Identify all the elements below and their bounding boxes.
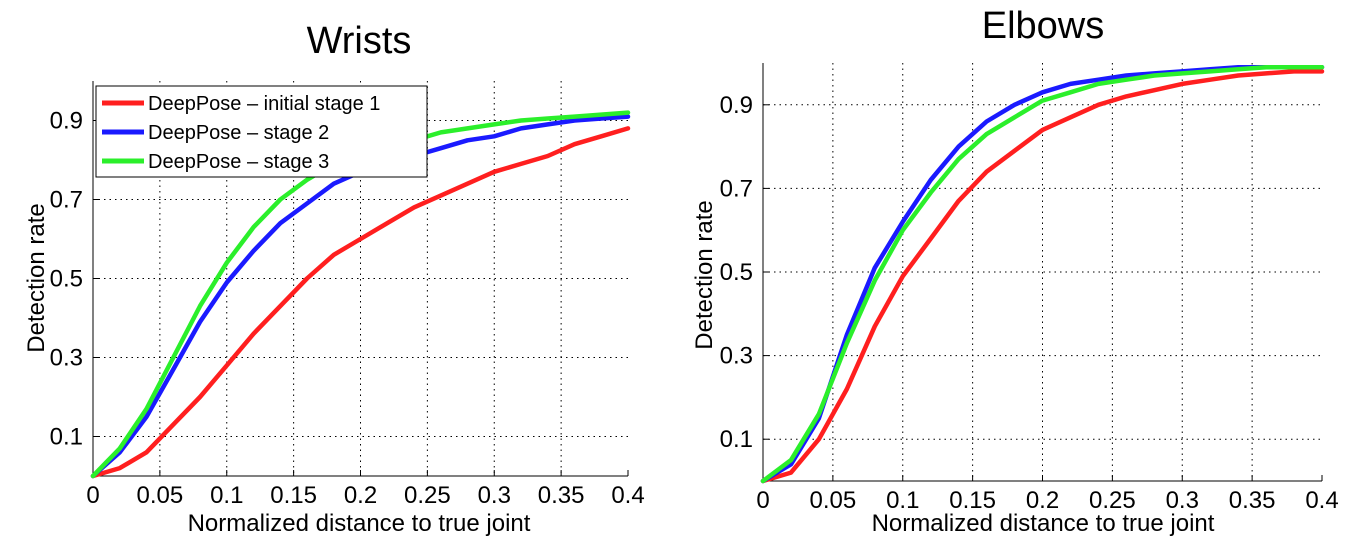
x-tick-label: 0.3 [478, 482, 511, 509]
x-tick-label: 0 [86, 482, 99, 509]
x-tick-label: 0.35 [538, 482, 585, 509]
legend-label: DeepPose – stage 3 [148, 151, 329, 173]
legend: DeepPose – initial stage 1 DeepPose – sta… [95, 85, 428, 178]
chart-wrists: Wrists Detection rate Normalized distanc… [23, 20, 531, 537]
x-tick-label: 0.05 [137, 482, 184, 509]
y-tick-label: 0.9 [50, 108, 83, 135]
chart-title: Elbows [982, 5, 1105, 47]
x-tick-label: 0.15 [270, 482, 317, 509]
x-tick-label: 0.15 [949, 487, 996, 514]
x-tick-label: 0.1 [210, 482, 243, 509]
plot-area-1: 0 0.05 0.1 0.15 0.2 0.25 0.3 0.35 0.4 0.1 0.3 0.5 0.… [720, 63, 1339, 514]
series-line-1 [760, 69, 1325, 484]
y-tick-label: 0.1 [720, 426, 753, 453]
x-tick-label: 0.05 [810, 487, 857, 514]
chart-elbows: Elbows Detection rate Normalized distanc… [691, 5, 1215, 537]
x-tick-label: 0.25 [1089, 487, 1136, 514]
x-axis-label: Normalized distance to true joint [872, 510, 1215, 537]
y-tick-label: 0.5 [50, 266, 83, 293]
y-tick-label: 0.3 [50, 345, 83, 372]
series-line-1 [90, 126, 631, 479]
x-tick-label: 0.35 [1229, 487, 1276, 514]
y-tick-label: 0.7 [720, 175, 753, 202]
y-tick-label: 0.7 [50, 187, 83, 214]
y-axis-label: Detection rate [23, 203, 50, 352]
y-tick-label: 0.5 [720, 259, 753, 286]
legend-label: DeepPose – stage 2 [148, 122, 329, 144]
chart-title: Wrists [307, 20, 412, 62]
plot-area-0: 0 0.05 0.1 0.15 0.2 0.25 0.3 0.35 0.4 0.1 0.3 0.5 0.… [50, 81, 645, 509]
x-tick-label: 0.3 [1166, 487, 1199, 514]
x-tick-label: 0.4 [611, 482, 644, 509]
y-axis-label: Detection rate [691, 200, 718, 349]
y-tick-label: 0.3 [720, 343, 753, 370]
legend-label: DeepPose – initial stage 1 [148, 93, 380, 115]
x-tick-label: 0.2 [344, 482, 377, 509]
y-tick-label: 0.1 [50, 424, 83, 451]
x-tick-label: 0 [756, 487, 769, 514]
x-tick-label: 0.25 [404, 482, 451, 509]
x-tick-label: 0.4 [1305, 487, 1338, 514]
x-tick-label: 0.2 [1026, 487, 1059, 514]
x-tick-label: 0.1 [886, 487, 919, 514]
series-line-3 [760, 64, 1325, 484]
x-axis-label: Normalized distance to true joint [188, 510, 531, 537]
y-tick-label: 0.9 [720, 92, 753, 119]
legend-box [95, 85, 428, 178]
